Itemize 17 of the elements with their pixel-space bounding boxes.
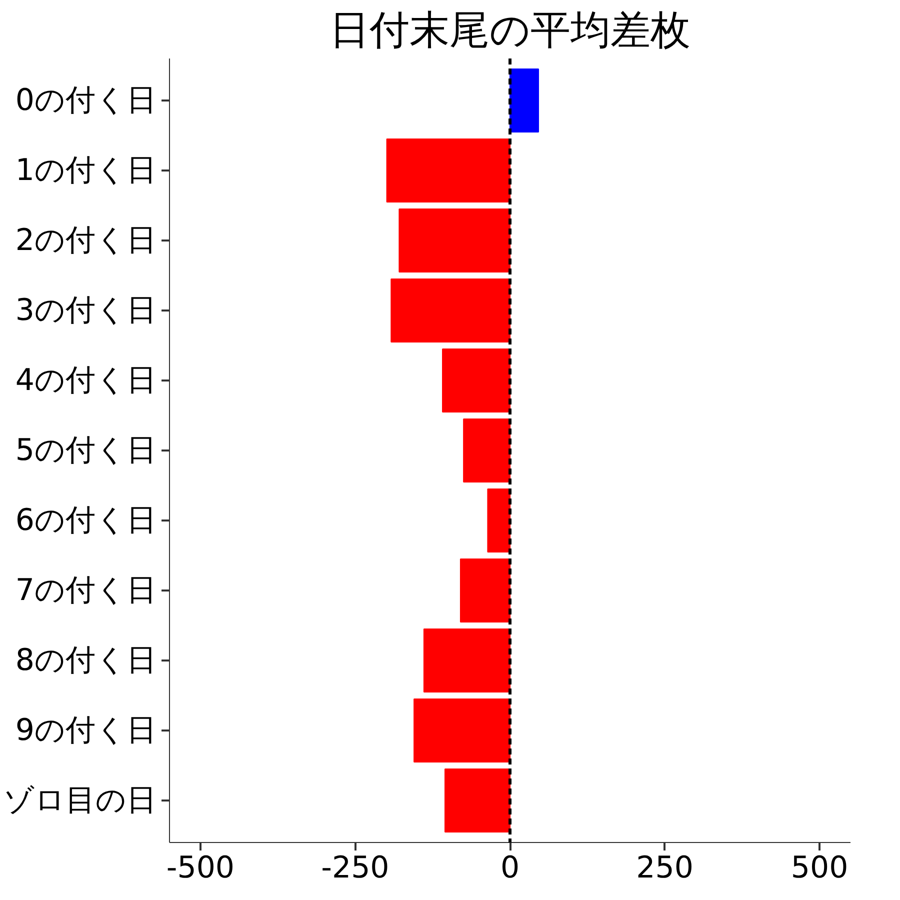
y-tick-label: 2の付く日 bbox=[15, 223, 157, 258]
y-tick-label: 4の付く日 bbox=[15, 363, 157, 398]
y-tick-label: ゾロ目の日 bbox=[4, 783, 156, 818]
x-tick-label: 0 bbox=[500, 850, 520, 886]
chart-title: 日付末尾の平均差枚 bbox=[330, 8, 690, 54]
y-tick-label: 8の付く日 bbox=[15, 643, 157, 678]
y-tick-label: 0の付く日 bbox=[15, 83, 157, 118]
x-tick-label: -500 bbox=[166, 850, 235, 886]
y-tick-label: 1の付く日 bbox=[15, 153, 157, 188]
x-tick-label: -250 bbox=[321, 850, 390, 886]
x-tick-label: 500 bbox=[790, 850, 848, 886]
y-tick-label: 6の付く日 bbox=[15, 503, 157, 538]
y-tick-label: 5の付く日 bbox=[15, 433, 157, 468]
y-tick-label: 7の付く日 bbox=[15, 573, 157, 608]
y-tick-label: 3の付く日 bbox=[15, 293, 157, 328]
y-tick-label: 9の付く日 bbox=[15, 713, 157, 748]
x-tick-label: 250 bbox=[636, 850, 694, 886]
